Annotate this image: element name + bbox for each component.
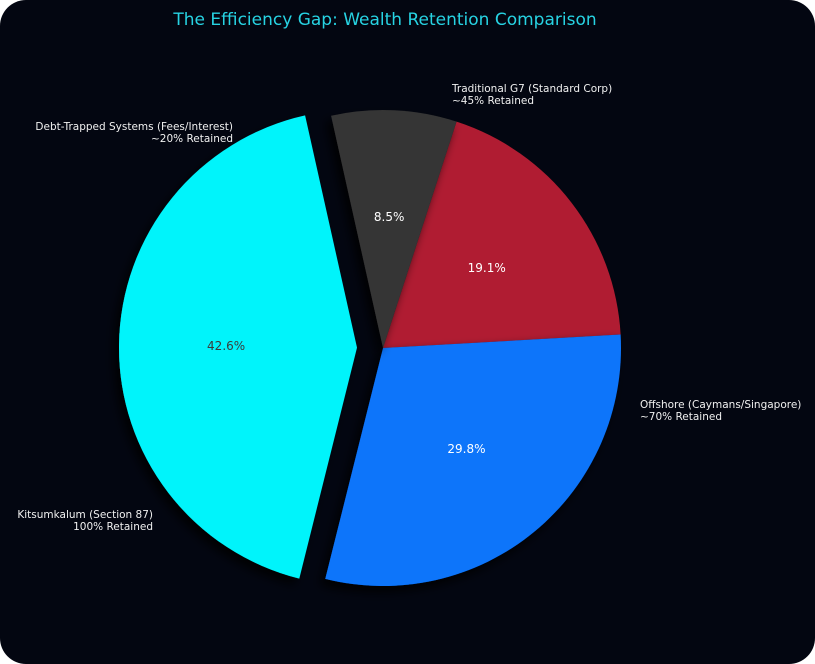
slice-label-offshore: Offshore (Caymans/Singapore) ~70% Retaine…	[640, 399, 801, 423]
slice-label-note: 100% Retained	[73, 521, 153, 533]
slice-label-name: Traditional G7 (Standard Corp)	[451, 83, 612, 95]
slice-percent-offshore: 29.8%	[447, 442, 485, 456]
slice-label-kitsumkalum: Kitsumkalum (Section 87) 100% Retained	[17, 509, 153, 533]
slice-label-debt-trapped: Debt-Trapped Systems (Fees/Interest) ~20%…	[35, 121, 233, 145]
slice-label-name: Debt-Trapped Systems (Fees/Interest)	[35, 121, 233, 133]
slice-label-name: Offshore (Caymans/Singapore)	[640, 399, 801, 411]
slice-percent-kitsumkalum: 42.6%	[207, 339, 245, 353]
pie-slice-kitsumkalum	[119, 115, 358, 579]
pie-slice-traditional-g7	[383, 121, 621, 348]
slice-percent-debt-trapped: 8.5%	[374, 210, 405, 224]
slice-label-name: Kitsumkalum (Section 87)	[17, 509, 153, 521]
slice-percent-traditional-g7: 19.1%	[468, 261, 506, 275]
slice-label-note: ~45% Retained	[452, 95, 534, 107]
slice-label-note: ~20% Retained	[151, 133, 233, 145]
chart-title: The Efficiency Gap: Wealth Retention Com…	[173, 10, 597, 30]
slice-label-traditional-g7: Traditional G7 (Standard Corp) ~45% Retai…	[451, 83, 612, 107]
pie-slice-debt-trapped	[331, 110, 457, 348]
slice-label-note: ~70% Retained	[640, 411, 722, 423]
pie-slice-offshore	[325, 334, 621, 586]
